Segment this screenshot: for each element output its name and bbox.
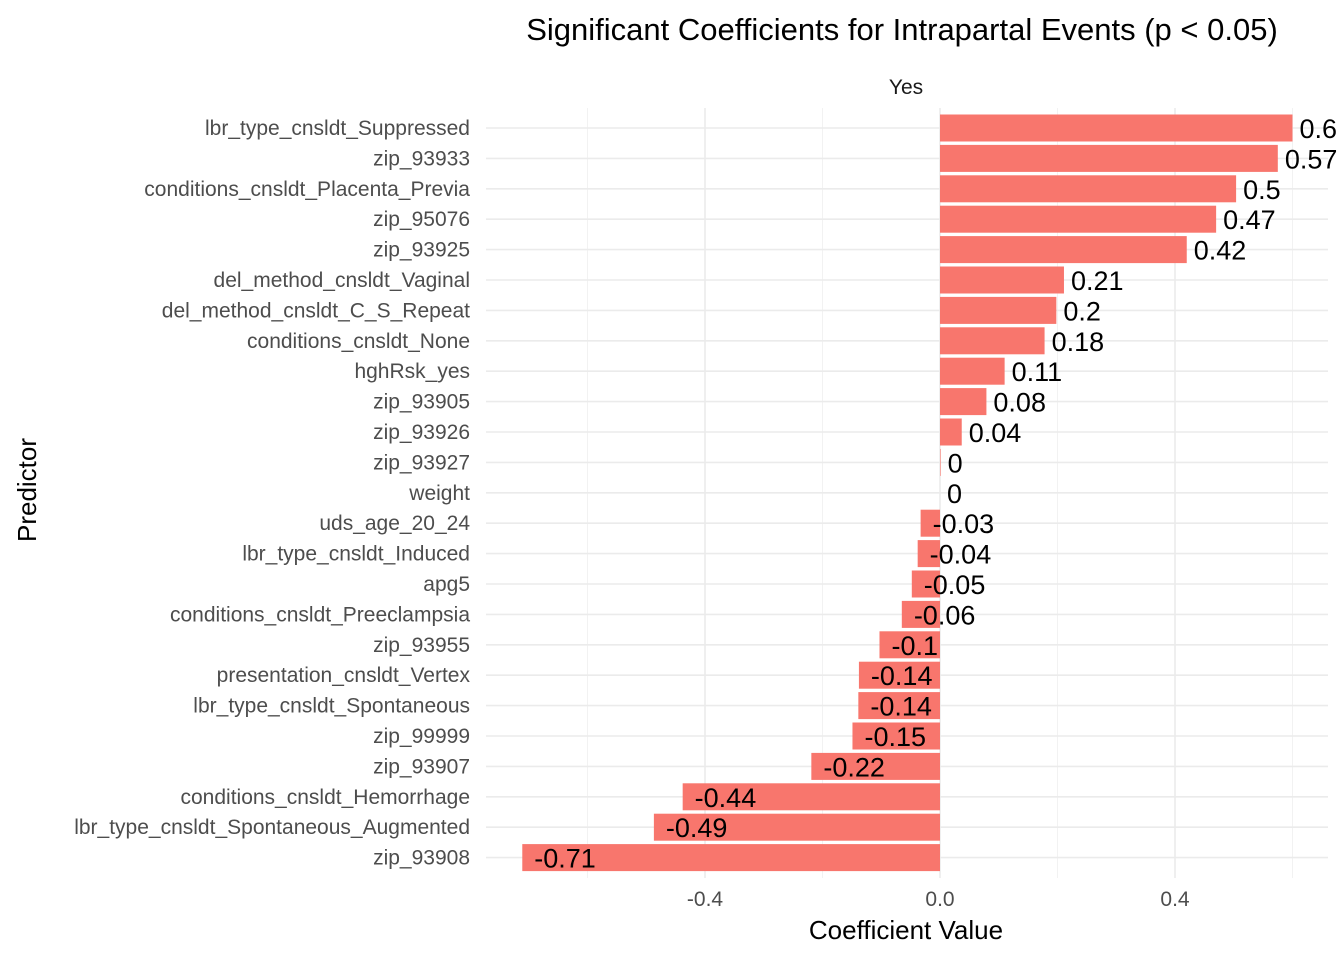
bar [940, 266, 1064, 294]
y-tick-label: presentation_cnsldt_Vertex [217, 664, 471, 687]
y-tick-label: zip_93905 [373, 391, 470, 414]
bar [858, 692, 940, 720]
bar [653, 813, 940, 841]
y-tick-label: lbr_type_cnsldt_Spontaneous_Augmented [74, 816, 470, 839]
data-label: 0.6 [1300, 114, 1338, 144]
y-tick-labels: lbr_type_cnsldt_Suppressed zip_93933condi… [74, 117, 470, 870]
data-label: -0.14 [870, 692, 932, 722]
y-tick-label: zip_93926 [373, 421, 470, 444]
data-label: -0.22 [823, 752, 885, 782]
bar [940, 448, 941, 476]
data-label: 0.5 [1243, 175, 1281, 205]
bar [940, 388, 987, 416]
y-tick-label: zip_93908 [373, 847, 470, 870]
data-label: -0.1 [891, 631, 938, 661]
data-labels: 0.60.570.50.470.42 0.210.20.180.110.080.0… [534, 114, 1337, 874]
x-tick-label: 0.4 [1160, 888, 1190, 911]
y-tick-label: zip_93933 [373, 147, 470, 170]
bar [522, 844, 940, 872]
y-tick-label: weight [408, 482, 470, 505]
data-label: 0 [947, 479, 962, 509]
bar [852, 722, 940, 750]
bar [940, 357, 1005, 385]
y-tick-label: zip_93907 [373, 755, 470, 778]
y-tick-label: lbr_type_cnsldt_Induced [242, 543, 470, 566]
data-label: -0.15 [864, 722, 926, 752]
y-tick-label: lbr_type_cnsldt_Suppressed [205, 117, 470, 140]
bar [917, 540, 940, 568]
data-label: -0.05 [924, 570, 986, 600]
y-tick-label: zip_93925 [373, 239, 470, 262]
y-tick-label: lbr_type_cnsldt_Spontaneous [193, 695, 470, 718]
y-axis-title: Predictor [12, 438, 42, 542]
data-label: 0 [948, 448, 963, 478]
bar [940, 205, 1217, 233]
data-label: 0.42 [1194, 236, 1247, 266]
bar [911, 570, 940, 598]
y-tick-label: apg5 [423, 573, 470, 596]
y-tick-label: conditions_cnsldt_None [247, 330, 470, 353]
facet-label: Yes [889, 76, 923, 99]
data-label: 0.21 [1071, 266, 1124, 296]
data-label: 0.57 [1285, 144, 1338, 174]
data-label: 0.04 [969, 418, 1022, 448]
y-tick-label: hghRsk_yes [354, 360, 470, 383]
y-tick-label: del_method_cnsldt_C_S_Repeat [162, 299, 470, 322]
bar [940, 236, 1187, 264]
data-label: 0.08 [993, 388, 1046, 418]
y-tick-label: del_method_cnsldt_Vaginal [214, 269, 470, 292]
data-label: -0.44 [695, 783, 757, 813]
bar [920, 509, 940, 537]
bar [940, 327, 1045, 355]
x-axis-title: Coefficient Value [809, 915, 1003, 945]
y-tick-label: zip_93955 [373, 634, 470, 657]
y-tick-label: conditions_cnsldt_Placenta_Previa [144, 178, 470, 201]
bar [879, 631, 940, 659]
data-label: -0.04 [930, 540, 992, 570]
y-tick-label: uds_age_20_24 [319, 512, 470, 535]
data-label: -0.49 [666, 813, 728, 843]
bar [940, 175, 1237, 203]
y-tick-label: conditions_cnsldt_Preeclampsia [170, 603, 470, 626]
data-label: 0.18 [1052, 327, 1105, 357]
y-tick-label: zip_99999 [373, 725, 470, 748]
y-tick-label: conditions_cnsldt_Hemorrhage [181, 786, 471, 809]
x-tick-label: -0.4 [687, 888, 724, 911]
data-label: -0.14 [871, 661, 933, 691]
data-label: 0.47 [1223, 205, 1276, 235]
y-tick-label: zip_93927 [373, 451, 470, 474]
bar [858, 661, 940, 689]
data-label: 0.11 [1012, 357, 1063, 387]
x-tick-label: 0.0 [925, 888, 954, 911]
bar [682, 783, 940, 811]
bar [940, 296, 1057, 324]
data-label: 0.2 [1063, 296, 1101, 326]
bar [940, 418, 962, 446]
bar [901, 600, 940, 628]
bar [940, 144, 1278, 172]
x-tick-labels: -0.4 0.0 0.4 [687, 888, 1190, 911]
bar [811, 752, 940, 780]
data-label: -0.03 [933, 509, 995, 539]
chart-title: Significant Coefficients for Intrapartal… [526, 12, 1278, 47]
bar [940, 114, 1293, 142]
bars [522, 114, 1293, 872]
y-tick-label: zip_95076 [373, 208, 470, 231]
data-label: -0.71 [534, 844, 596, 874]
data-label: -0.06 [914, 600, 976, 630]
